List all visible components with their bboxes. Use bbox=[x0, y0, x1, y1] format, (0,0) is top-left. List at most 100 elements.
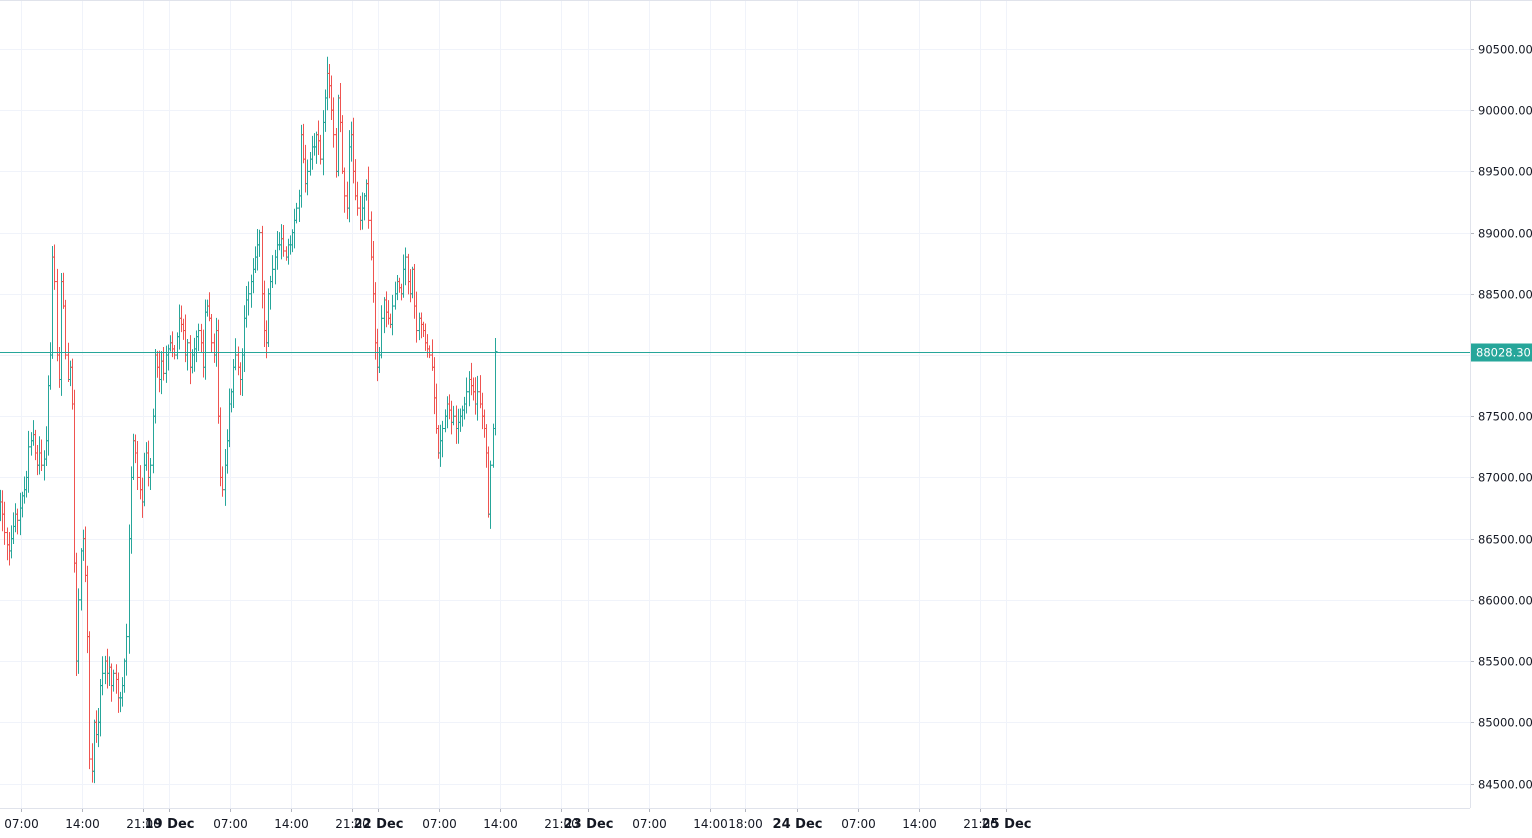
ohlc-bar-up bbox=[467, 371, 472, 407]
ohlc-bar-up bbox=[231, 358, 236, 408]
ohlc-bar-up bbox=[31, 420, 36, 446]
ohlc-bar-up bbox=[451, 405, 456, 426]
ohlc-bar-up bbox=[488, 460, 493, 529]
ohlc-bar-up bbox=[129, 466, 134, 554]
last-price-label: 88028.30 bbox=[1476, 346, 1531, 360]
ohlc-bar-down bbox=[384, 291, 389, 328]
ohlc-bar-up bbox=[253, 246, 258, 274]
x-tick-label: 14:00 bbox=[902, 817, 937, 831]
ohlc-bar-up bbox=[48, 342, 53, 390]
ohlc-bar-down bbox=[161, 346, 166, 381]
ohlc-bar-down bbox=[399, 283, 404, 301]
ohlc-bar-down bbox=[72, 389, 77, 573]
ohlc-bar-up bbox=[124, 623, 129, 676]
ohlc-bar-up bbox=[196, 323, 201, 352]
ohlc-bar-down bbox=[447, 394, 452, 420]
ohlc-bar-up bbox=[153, 348, 158, 424]
x-tick-label: 22 Dec bbox=[354, 817, 404, 832]
ohlc-bar-down bbox=[5, 527, 10, 561]
ohlc-bar-down bbox=[146, 440, 151, 487]
ohlc-bar-down bbox=[35, 444, 40, 476]
ohlc-bar-down bbox=[262, 280, 267, 347]
ohlc-bar-down bbox=[406, 253, 411, 295]
ohlc-bar-up bbox=[364, 179, 369, 201]
ohlc-bar-up bbox=[103, 655, 108, 685]
ohlc-bar-up bbox=[382, 297, 387, 334]
ohlc-bar-up bbox=[273, 249, 278, 285]
ohlc-bar-down bbox=[207, 292, 212, 322]
ohlc-bar-up bbox=[277, 232, 282, 251]
ohlc-bar-down bbox=[427, 345, 432, 359]
ohlc-bar-up bbox=[362, 192, 367, 221]
ohlc-bar-up bbox=[321, 110, 326, 176]
ohlc-bar-up bbox=[203, 299, 208, 380]
ohlc-bar-down bbox=[469, 362, 474, 396]
ohlc-bar-down bbox=[52, 244, 57, 290]
ohlc-bar-down bbox=[386, 300, 391, 325]
ohlc-bar-up bbox=[107, 656, 112, 686]
ohlc-bar-up bbox=[297, 189, 302, 223]
ohlc-bar-up bbox=[98, 678, 103, 737]
ohlc-bar-up bbox=[255, 229, 260, 271]
ohlc-bar-down bbox=[105, 648, 110, 689]
ohlc-bar-down bbox=[434, 383, 439, 434]
x-tick-label: 07:00 bbox=[4, 817, 39, 831]
ohlc-bar-up bbox=[127, 524, 132, 654]
ohlc-bar-up bbox=[194, 330, 199, 363]
x-tick-label: 07:00 bbox=[422, 817, 457, 831]
ohlc-bar-down bbox=[353, 159, 358, 201]
ohlc-bar-down bbox=[301, 123, 306, 164]
ohlc-bar-down bbox=[284, 246, 289, 261]
y-tick-label: 90000.00 bbox=[1478, 104, 1532, 118]
ohlc-bar-down bbox=[412, 263, 417, 319]
y-tick-label: 84500.00 bbox=[1478, 778, 1532, 792]
ohlc-bar-down bbox=[90, 743, 95, 783]
ohlc-bar-up bbox=[225, 429, 230, 474]
ohlc-bar-down bbox=[484, 424, 489, 468]
ohlc-bar-up bbox=[305, 159, 310, 196]
ohlc-bar-up bbox=[242, 305, 247, 373]
ohlc-bar-up bbox=[44, 426, 49, 467]
ohlc-bar-up bbox=[440, 420, 445, 458]
ohlc-bar-up bbox=[92, 719, 97, 784]
ohlc-bar-down bbox=[66, 342, 71, 383]
ohlc-bar-up bbox=[360, 192, 365, 230]
y-tick-label: 89000.00 bbox=[1478, 227, 1532, 241]
ohlc-bar-up bbox=[29, 432, 34, 456]
ohlc-bar-down bbox=[281, 225, 286, 257]
ohlc-bar-down bbox=[218, 407, 223, 487]
ohlc-bar-up bbox=[292, 208, 297, 249]
ohlc-bar-up bbox=[148, 458, 153, 490]
ohlc-bar-down bbox=[216, 319, 221, 424]
ohlc-bar-up bbox=[279, 224, 284, 260]
ohlc-bar-up bbox=[347, 130, 352, 223]
ohlc-bar-down bbox=[170, 331, 175, 358]
ohlc-bar-up bbox=[96, 708, 101, 748]
ohlc-bar-up bbox=[122, 658, 127, 693]
ohlc-bar-down bbox=[220, 466, 225, 497]
ohlc-bar-down bbox=[345, 181, 350, 220]
ohlc-bar-up bbox=[249, 274, 254, 308]
ohlc-bar-up bbox=[9, 525, 14, 559]
ohlc-bar-down bbox=[473, 377, 478, 415]
y-tick-label: 87000.00 bbox=[1478, 471, 1532, 485]
ohlc-bar-down bbox=[238, 362, 243, 396]
ohlc-bar-down bbox=[334, 127, 339, 178]
ohlc-bar-up bbox=[325, 56, 330, 111]
ohlc-bar-up bbox=[205, 299, 210, 317]
ohlc-bar-down bbox=[155, 350, 160, 378]
x-tick-label: 14:00 bbox=[693, 817, 728, 831]
y-tick-label: 90500.00 bbox=[1478, 43, 1532, 57]
ohlc-bar-up bbox=[336, 94, 341, 177]
ohlc-bar-up bbox=[443, 409, 448, 433]
ohlc-bar-up bbox=[177, 304, 182, 350]
ohlc-bar-up bbox=[68, 360, 73, 387]
x-tick-label: 21:00 bbox=[963, 817, 998, 831]
x-tick-label: 24 Dec bbox=[773, 817, 823, 832]
ohlc-bars bbox=[0, 56, 498, 784]
ohlc-bar-down bbox=[414, 291, 419, 343]
ohlc-bar-up bbox=[493, 338, 498, 436]
ohlc-bar-up bbox=[310, 135, 315, 170]
